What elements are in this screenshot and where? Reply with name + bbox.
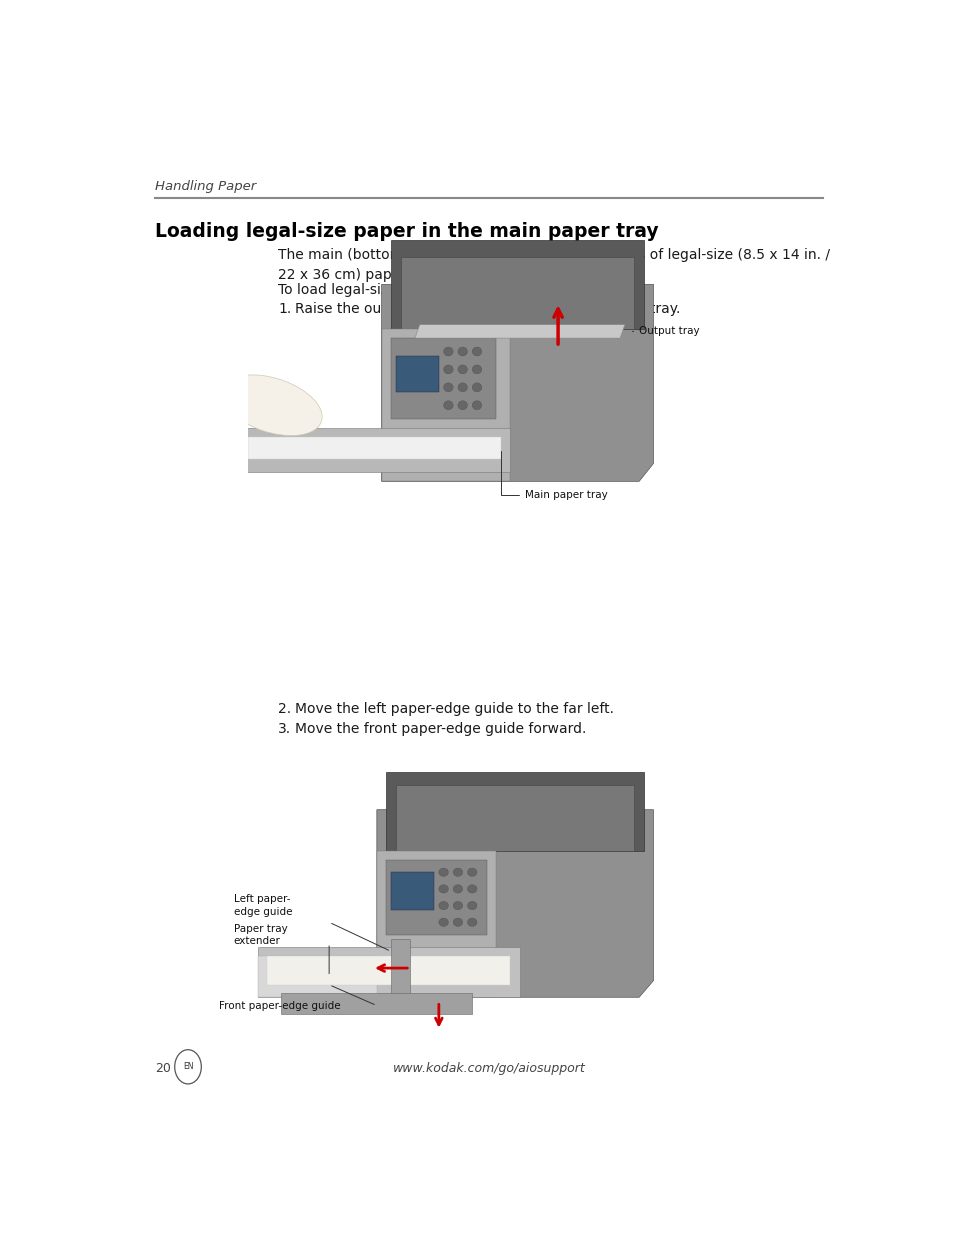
Text: Handling Paper: Handling Paper [154, 180, 255, 193]
Polygon shape [267, 956, 510, 984]
Text: The main (bottom) paper tray capacity is 100 sheets of legal-size (8.5 x 14 in. : The main (bottom) paper tray capacity is… [278, 248, 829, 282]
Circle shape [457, 347, 467, 356]
Polygon shape [400, 258, 634, 330]
Polygon shape [381, 284, 653, 482]
Circle shape [457, 366, 467, 374]
Circle shape [438, 918, 448, 926]
Circle shape [457, 383, 467, 391]
Circle shape [457, 401, 467, 410]
Polygon shape [376, 810, 653, 998]
Circle shape [453, 868, 462, 877]
Polygon shape [248, 437, 500, 459]
Circle shape [443, 366, 453, 374]
Text: Front paper-edge guide: Front paper-edge guide [219, 1000, 340, 1010]
Text: 1.: 1. [278, 303, 292, 316]
Circle shape [174, 1050, 201, 1084]
Text: 20: 20 [154, 1062, 171, 1076]
Circle shape [453, 902, 462, 910]
Polygon shape [224, 427, 510, 473]
Polygon shape [386, 772, 643, 851]
Text: 2.: 2. [278, 701, 291, 715]
Text: www.kodak.com/go/aiosupport: www.kodak.com/go/aiosupport [392, 1062, 585, 1076]
Text: To load legal-size paper:: To load legal-size paper: [278, 283, 446, 298]
Text: Move the front paper-edge guide forward.: Move the front paper-edge guide forward. [294, 721, 586, 736]
Circle shape [453, 884, 462, 893]
Text: 3.: 3. [278, 721, 291, 736]
Text: EN: EN [183, 1062, 193, 1071]
Polygon shape [391, 240, 643, 330]
Polygon shape [415, 325, 624, 338]
Circle shape [467, 884, 476, 893]
Circle shape [467, 902, 476, 910]
Circle shape [467, 918, 476, 926]
Text: Left paper-
edge guide: Left paper- edge guide [233, 894, 292, 916]
Text: Move the left paper-edge guide to the far left.: Move the left paper-edge guide to the fa… [294, 701, 614, 715]
Circle shape [472, 401, 481, 410]
Circle shape [472, 383, 481, 391]
Circle shape [467, 868, 476, 877]
Circle shape [438, 902, 448, 910]
Ellipse shape [221, 375, 322, 436]
Circle shape [472, 347, 481, 356]
Text: Raise the output tray, and pull out the main paper tray.: Raise the output tray, and pull out the … [294, 303, 679, 316]
Polygon shape [381, 330, 510, 482]
Circle shape [453, 918, 462, 926]
Circle shape [438, 884, 448, 893]
Polygon shape [391, 338, 496, 419]
Text: Main paper tray: Main paper tray [500, 451, 607, 500]
Polygon shape [391, 939, 410, 998]
Polygon shape [257, 956, 376, 998]
Circle shape [472, 366, 481, 374]
Polygon shape [257, 947, 519, 998]
Polygon shape [281, 993, 472, 1014]
Text: Output tray: Output tray [632, 326, 700, 336]
Polygon shape [395, 784, 634, 851]
Circle shape [443, 383, 453, 391]
Polygon shape [376, 851, 496, 998]
Circle shape [443, 347, 453, 356]
Circle shape [443, 401, 453, 410]
Text: Paper tray
extender: Paper tray extender [233, 924, 287, 946]
Polygon shape [395, 356, 438, 391]
Polygon shape [386, 860, 486, 935]
Circle shape [438, 868, 448, 877]
Text: Loading legal-size paper in the main paper tray: Loading legal-size paper in the main pap… [154, 222, 658, 241]
Polygon shape [391, 872, 434, 910]
